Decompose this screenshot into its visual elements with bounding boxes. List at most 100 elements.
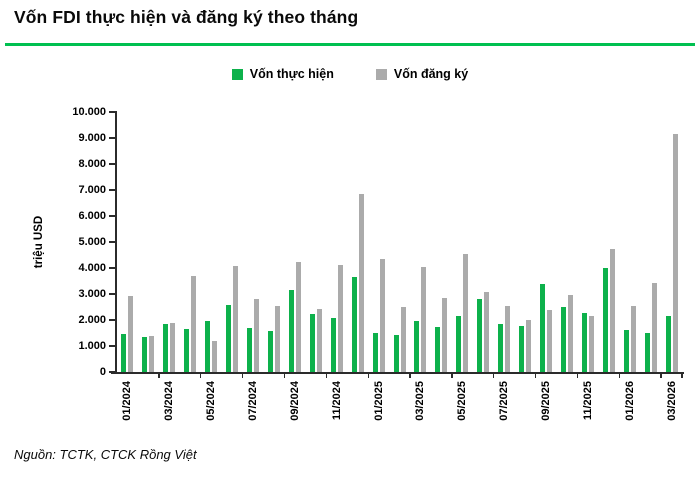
x-axis-tick-label: 03/2026 bbox=[665, 381, 678, 421]
bar-von-thuc-hien bbox=[267, 330, 273, 372]
legend-item-von-thuc-hien: Vốn thực hiện bbox=[231, 67, 334, 81]
y-axis-tick bbox=[109, 189, 116, 191]
bar-von-thuc-hien bbox=[205, 321, 211, 372]
bar-von-dang-ky bbox=[316, 308, 322, 372]
bar-von-thuc-hien bbox=[644, 333, 650, 372]
bar-von-thuc-hien bbox=[623, 329, 629, 372]
y-axis-tick bbox=[109, 111, 116, 113]
bar-von-dang-ky bbox=[358, 193, 364, 372]
bar-von-dang-ky bbox=[567, 295, 573, 372]
x-axis-tick bbox=[451, 374, 453, 378]
bar-von-thuc-hien bbox=[414, 320, 420, 372]
bar-von-thuc-hien bbox=[226, 304, 232, 372]
y-axis-tick-label: 0 bbox=[99, 366, 106, 378]
gray-square-icon bbox=[375, 68, 387, 80]
x-axis-tick-label: 07/2025 bbox=[498, 381, 511, 421]
y-axis-tick-label: 3.000 bbox=[78, 288, 106, 300]
legend-label-von-dang-ky: Vốn đăng ký bbox=[393, 67, 469, 81]
bar-von-thuc-hien bbox=[456, 316, 462, 372]
bar-von-dang-ky bbox=[170, 322, 176, 372]
bar-von-dang-ky bbox=[442, 298, 448, 372]
bar-von-thuc-hien bbox=[247, 327, 253, 372]
y-axis-tick bbox=[109, 319, 116, 321]
page-title: Vốn FDI thực hiện và đăng ký theo tháng bbox=[14, 7, 359, 27]
bar-von-thuc-hien bbox=[498, 323, 504, 372]
x-axis-tick bbox=[493, 374, 495, 378]
bar-von-thuc-hien bbox=[602, 268, 608, 372]
bar-von-dang-ky bbox=[233, 265, 239, 372]
x-axis-tick bbox=[409, 374, 411, 378]
y-axis-tick-label: 2.000 bbox=[78, 314, 106, 326]
y-axis-tick bbox=[109, 293, 116, 295]
x-axis-line bbox=[111, 372, 684, 374]
x-axis-tick-label: 05/2025 bbox=[456, 381, 469, 421]
bar-von-dang-ky bbox=[149, 336, 155, 372]
y-axis-tick-label: 4.000 bbox=[78, 262, 106, 274]
x-axis-tick-label: 03/2025 bbox=[414, 381, 427, 421]
bar-von-thuc-hien bbox=[477, 298, 483, 372]
bar-von-dang-ky bbox=[588, 316, 594, 372]
x-axis-tick-label: 11/2025 bbox=[581, 381, 594, 421]
bar-von-thuc-hien bbox=[393, 334, 399, 372]
y-axis-tick-label: 8.000 bbox=[78, 158, 106, 170]
x-axis-tick-label: 11/2024 bbox=[330, 381, 343, 421]
y-axis-tick bbox=[109, 267, 116, 269]
bar-von-dang-ky bbox=[274, 306, 280, 372]
chart-legend: Vốn thực hiện Vốn đăng ký bbox=[0, 67, 700, 81]
x-axis-tick bbox=[660, 374, 662, 378]
x-axis-tick bbox=[367, 374, 369, 378]
legend-item-von-dang-ky: Vốn đăng ký bbox=[375, 67, 469, 81]
bar-von-thuc-hien bbox=[372, 332, 378, 372]
x-axis-tick bbox=[158, 374, 160, 378]
y-axis-tick bbox=[109, 137, 116, 139]
y-axis-tick-label: 10.000 bbox=[72, 106, 106, 118]
bar-von-dang-ky bbox=[254, 298, 260, 372]
x-axis-tick-label: 01/2026 bbox=[623, 381, 636, 421]
x-axis-tick bbox=[200, 374, 202, 378]
bar-von-thuc-hien bbox=[330, 317, 336, 372]
bar-von-thuc-hien bbox=[581, 312, 587, 372]
x-axis-tick-label: 01/2025 bbox=[372, 381, 385, 421]
y-axis-tick-label: 9.000 bbox=[78, 132, 106, 144]
bar-von-dang-ky bbox=[505, 305, 511, 372]
bar-von-dang-ky bbox=[421, 266, 427, 372]
x-axis-tick-label: 09/2024 bbox=[288, 381, 301, 421]
x-axis-tick bbox=[534, 374, 537, 378]
bar-von-dang-ky bbox=[191, 276, 197, 372]
y-axis-tick-label: 5.000 bbox=[78, 236, 106, 248]
bar-von-thuc-hien bbox=[309, 313, 315, 372]
bar-von-thuc-hien bbox=[539, 283, 545, 372]
bar-von-dang-ky bbox=[379, 258, 385, 372]
x-axis-tick-label: 03/2024 bbox=[163, 381, 176, 421]
x-axis-tick bbox=[325, 374, 327, 378]
y-axis-tick-label: 7.000 bbox=[78, 184, 106, 196]
bar-von-dang-ky bbox=[484, 292, 490, 372]
bar-von-dang-ky bbox=[212, 341, 218, 372]
bar-von-dang-ky bbox=[672, 134, 678, 372]
y-axis-tick bbox=[109, 345, 116, 347]
bar-von-dang-ky bbox=[526, 319, 532, 372]
bar-von-thuc-hien bbox=[665, 315, 671, 372]
bar-von-dang-ky bbox=[400, 306, 406, 372]
bar-von-thuc-hien bbox=[184, 328, 190, 372]
bar-von-thuc-hien bbox=[121, 333, 127, 372]
y-axis-tick-label: 1.000 bbox=[78, 340, 106, 352]
y-axis-tick-label: 6.000 bbox=[78, 210, 106, 222]
x-axis-tick-label: 09/2025 bbox=[539, 381, 552, 421]
x-axis-tick bbox=[681, 374, 683, 378]
y-axis-tick bbox=[109, 215, 116, 217]
bar-von-thuc-hien bbox=[519, 325, 525, 372]
bar-von-dang-ky bbox=[546, 309, 552, 372]
x-axis-tick bbox=[241, 374, 244, 378]
bar-von-dang-ky bbox=[128, 296, 134, 372]
source-note: Nguồn: TCTK, CTCK Rồng Việt bbox=[14, 447, 197, 462]
bar-von-dang-ky bbox=[609, 249, 615, 372]
x-axis-tick-label: 01/2024 bbox=[121, 381, 134, 421]
green-square-icon bbox=[231, 68, 243, 80]
bar-von-thuc-hien bbox=[435, 326, 441, 372]
bar-von-thuc-hien bbox=[560, 307, 566, 372]
bar-von-thuc-hien bbox=[163, 324, 169, 372]
x-axis-tick bbox=[618, 374, 620, 378]
bar-von-thuc-hien bbox=[351, 277, 357, 372]
